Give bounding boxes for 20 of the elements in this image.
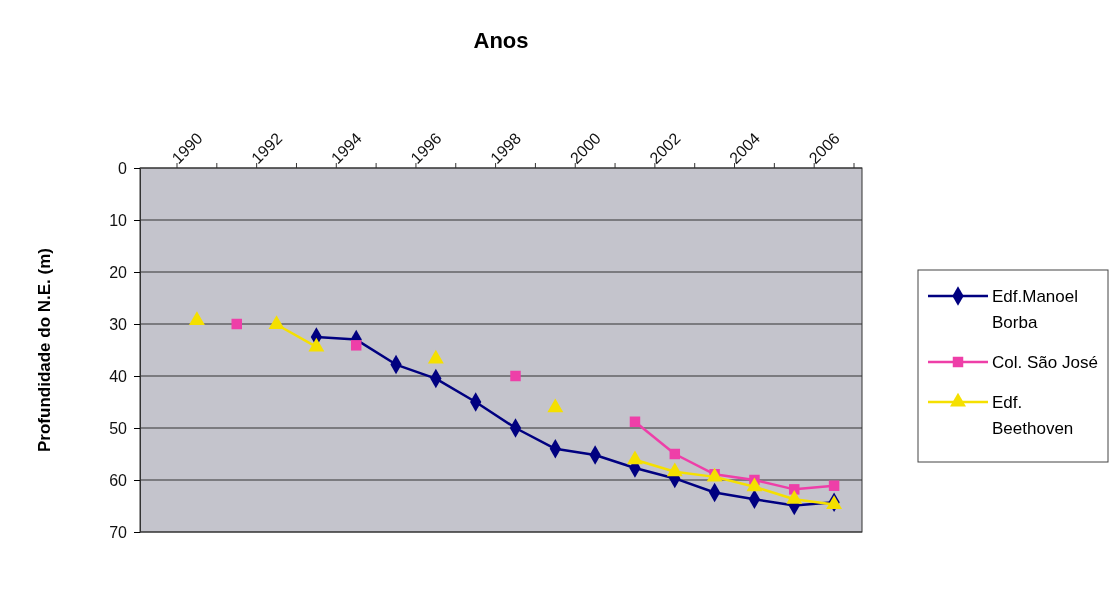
y-tick-label: 20 bbox=[109, 263, 128, 281]
y-tick-label: 30 bbox=[109, 315, 128, 333]
y-tick-label: 10 bbox=[109, 211, 128, 229]
x-axis-title: Anos bbox=[473, 28, 529, 53]
y-tick-label: 0 bbox=[118, 159, 128, 177]
point bbox=[350, 340, 362, 351]
y-tick-label: 70 bbox=[109, 523, 128, 541]
point bbox=[669, 448, 681, 460]
legend-label: Edf.Manoel Borba bbox=[992, 287, 1078, 332]
y-tick-label: 60 bbox=[109, 471, 128, 489]
y-tick-label: 40 bbox=[109, 367, 128, 385]
point bbox=[828, 480, 840, 491]
point bbox=[510, 370, 521, 382]
legend-label: Edf. Beethoven bbox=[992, 393, 1074, 438]
point bbox=[629, 416, 641, 427]
legend-label: Col. São José bbox=[992, 353, 1098, 372]
y-tick-label: 50 bbox=[109, 419, 128, 437]
point bbox=[268, 315, 285, 330]
point bbox=[231, 318, 242, 330]
y-axis-title: Profundidade do N.E. (m) bbox=[35, 248, 54, 452]
